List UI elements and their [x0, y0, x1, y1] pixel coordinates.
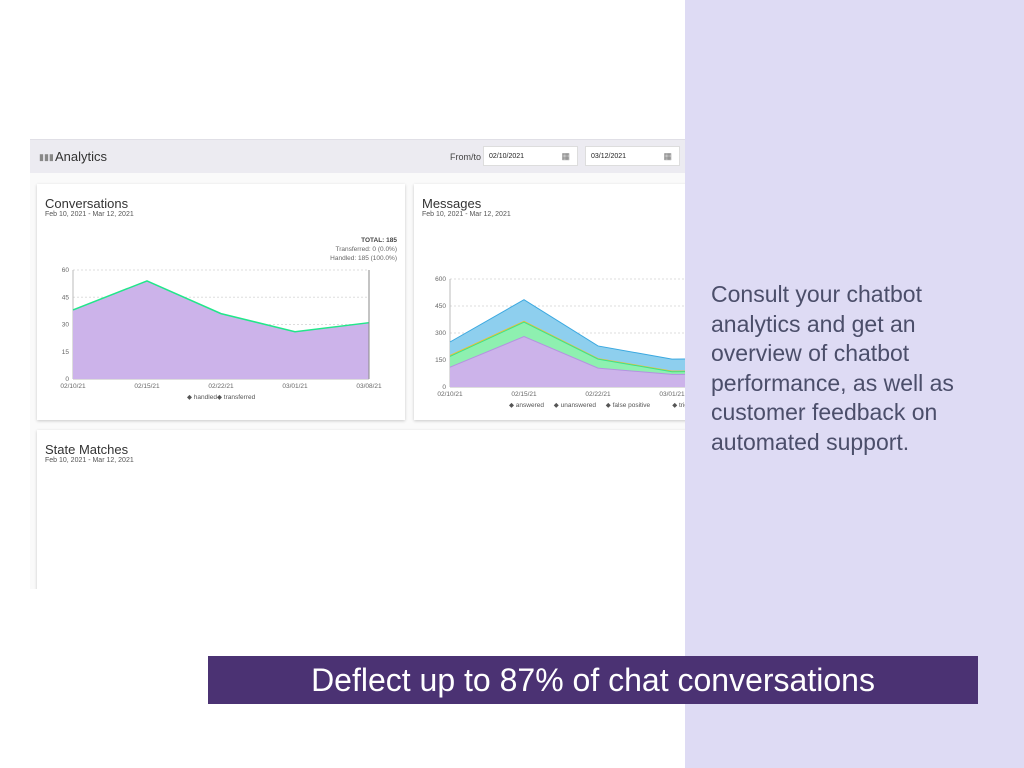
state-matches-card: State Matches Feb 10, 2021 - Mar 12, 202…: [37, 430, 685, 589]
x-tick-label: 02/10/21: [437, 391, 463, 398]
handled-total: Handled: 185 (100.0%): [330, 255, 397, 262]
card-subtitle: Feb 10, 2021 - Mar 12, 2021: [422, 211, 511, 218]
handled-area: [73, 280, 369, 379]
area-unanswered: [450, 322, 685, 375]
transferred-total: Transferred: 0 (0.0%): [335, 246, 397, 253]
y-tick-label: 0: [65, 376, 69, 383]
x-tick-label: 03/08/21: [356, 383, 382, 390]
legend-handled: ◆ handled: [187, 394, 217, 401]
from-date-value: 02/10/2021: [489, 153, 525, 160]
y-tick-label: 0: [442, 384, 446, 391]
to-date-input[interactable]: 03/12/2021 ▦: [585, 146, 680, 166]
to-date-value: 03/12/2021: [591, 153, 627, 160]
line-unanswered: [449, 321, 685, 373]
total: TOTAL: 185: [361, 237, 397, 244]
y-tick-label: 45: [62, 294, 70, 301]
legend-answered: ◆ answered: [509, 402, 544, 409]
x-tick-label: 03/01/21: [659, 391, 685, 398]
bar-chart-icon: ▮▮▮: [39, 152, 54, 162]
line-triggered: [449, 299, 685, 360]
card-subtitle: Feb 10, 2021 - Mar 12, 2021: [45, 211, 134, 218]
y-tick-label: 450: [435, 303, 446, 310]
y-tick-label: 300: [435, 330, 446, 337]
line-answered: [449, 336, 685, 375]
banner: Deflect up to 87% of chat conversations: [208, 656, 978, 704]
area-answered: [450, 336, 685, 387]
from-date-input[interactable]: 02/10/2021 ▦: [483, 146, 578, 166]
x-tick-label: 02/15/21: [134, 383, 160, 390]
messages-card: Messages Feb 10, 2021 - Mar 12, 2021 0 15…: [414, 184, 685, 420]
y-tick-label: 150: [435, 357, 446, 364]
transferred-line: [72, 280, 370, 333]
state-matches-chart: 080160240320startmainflow2 - 3.2escalate…: [37, 430, 685, 589]
y-tick-label: 60: [62, 267, 70, 274]
calendar-icon[interactable]: ▦: [663, 151, 672, 161]
x-tick-label: 03/01/21: [282, 383, 308, 390]
x-tick-label: 02/22/21: [208, 383, 234, 390]
legend-triggered: ◆ triggered: [672, 402, 685, 409]
legend-transferred: ◆ transferred: [217, 394, 256, 401]
legend-unanswered: ◆ unanswered: [554, 402, 597, 409]
y-tick-label: 30: [62, 322, 70, 329]
legend-false-positive: ◆ false positive: [606, 402, 651, 409]
card-title: State Matches: [45, 442, 129, 457]
area-triggered: [450, 299, 685, 372]
totals: TOTAL: 185 Transferred: 0 (0.0%) Handled: …: [330, 236, 397, 263]
x-tick-label: 02/22/21: [585, 391, 611, 398]
from-to-label: From/to: [450, 152, 482, 162]
x-tick-label: 02/15/21: [511, 391, 537, 398]
card-title: Conversations: [45, 196, 129, 211]
calendar-icon[interactable]: ▦: [561, 151, 570, 161]
analytics-dashboard: ▮▮▮ Analytics From/to 02/10/2021 ▦ 03/12/…: [30, 139, 685, 589]
card-subtitle: Feb 10, 2021 - Mar 12, 2021: [45, 457, 134, 464]
card-title: Messages: [422, 196, 482, 211]
page-title: Analytics: [55, 149, 108, 164]
side-description: Consult your chatbot analytics and get a…: [711, 281, 954, 455]
messages-chart: 0 150 300 450 600 02/10/21 02/15/21 02/22/21 03/…: [435, 276, 685, 409]
y-tick-label: 15: [62, 349, 70, 356]
analytics-header: ▮▮▮ Analytics From/to 02/10/2021 ▦ 03/12/…: [30, 139, 685, 173]
conversations-chart: 0 15 30 45 60 02/10/21 02/15/21 02/22/21 03/01/2…: [60, 267, 382, 401]
y-tick-label: 600: [435, 276, 446, 283]
conversations-card: Conversations Feb 10, 2021 - Mar 12, 202…: [37, 184, 405, 420]
x-tick-label: 02/10/21: [60, 383, 86, 390]
side-panel: Consult your chatbot analytics and get a…: [685, 0, 1024, 768]
